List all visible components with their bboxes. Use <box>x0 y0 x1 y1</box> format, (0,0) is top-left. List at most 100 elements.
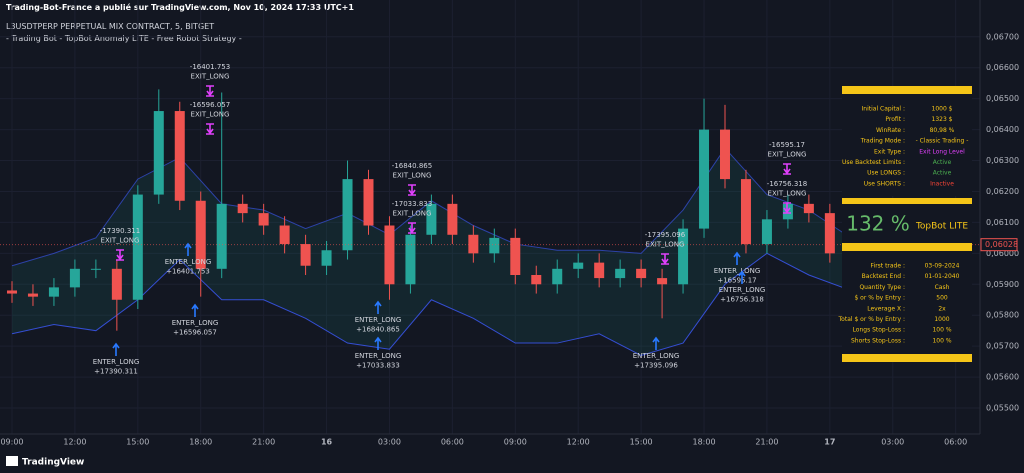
trade-label: EXIT_LONG <box>191 111 230 119</box>
y-tick-label: 0,05700 <box>986 342 1019 351</box>
candle-body <box>468 234 479 254</box>
candle-body <box>279 225 290 245</box>
trade-label: +16595.17 <box>717 277 756 285</box>
panel-label: First trade : <box>871 263 905 270</box>
trade-label: +17395.096 <box>634 362 678 370</box>
candle-body <box>6 290 17 294</box>
panel-label: Profit : <box>885 116 905 123</box>
panel-bar <box>842 198 972 204</box>
entry-arrow <box>191 303 199 317</box>
panel-label: Use LONGS : <box>867 170 905 177</box>
trade-label: -17395.096 <box>645 231 686 239</box>
candle-body <box>740 179 751 245</box>
result-bg <box>842 204 972 243</box>
x-tick-label: 03:00 <box>378 438 401 447</box>
x-tick-label: 15:00 <box>630 438 653 447</box>
x-tick-label: 15:00 <box>126 438 149 447</box>
panel-label: Backtest End : <box>862 273 905 280</box>
y-tick-label: 0,05600 <box>986 373 1019 382</box>
panel-bg <box>842 94 972 196</box>
candle-body <box>699 129 710 229</box>
candle-body <box>510 237 521 276</box>
candle-body <box>803 203 814 214</box>
panel-value: 03-09-2024 <box>925 263 960 270</box>
candle-body <box>489 237 500 254</box>
y-tick-label: 0,06200 <box>986 187 1019 196</box>
exit-arrow <box>206 85 214 97</box>
candle-body <box>573 262 584 269</box>
candle-body <box>657 278 668 285</box>
panel-value: Active <box>933 159 952 166</box>
candle-body <box>111 268 122 300</box>
panel-value: 2x <box>938 305 946 312</box>
candle-body <box>258 213 269 226</box>
candle-body <box>48 287 59 297</box>
logo: TradingView <box>22 458 84 468</box>
panel-bar <box>842 86 972 94</box>
y-tick-label: 0,06400 <box>986 125 1019 134</box>
x-tick-label: 21:00 <box>755 438 778 447</box>
candle-body <box>132 194 143 300</box>
exit-arrow <box>408 222 416 234</box>
candle-body <box>27 293 38 297</box>
panel-label: Quantity Type : <box>859 284 905 291</box>
y-tick-label: 0,05800 <box>986 311 1019 320</box>
candle-body <box>615 268 626 279</box>
trade-label: ENTER_LONG <box>355 316 402 324</box>
trade-label: ENTER_LONG <box>172 319 219 327</box>
trade-label: -17033.833 <box>392 200 432 208</box>
trade-label: ENTER_LONG <box>633 352 680 360</box>
trade-label: +16596.057 <box>173 329 217 337</box>
panel-label: Initial Capital : <box>862 106 905 113</box>
panel-value: Exit Long Level <box>919 148 965 155</box>
entry-arrow <box>184 242 192 256</box>
x-tick-label: 06:00 <box>441 438 464 447</box>
trade-label: ENTER_LONG <box>719 286 766 294</box>
published-line: Trading-Bot-France a publié sur TradingV… <box>6 3 354 12</box>
entry-arrow <box>738 270 746 284</box>
y-tick-label: 0,05500 <box>986 404 1019 413</box>
y-tick-label: 0,06500 <box>986 94 1019 103</box>
panel-value: 01-01-2040 <box>925 273 960 280</box>
trade-label: EXIT_LONG <box>393 172 432 180</box>
panel-label: Exit Type : <box>874 148 905 155</box>
trade-label: +16401.753 <box>166 268 210 276</box>
candle-body <box>552 268 563 285</box>
candle-body <box>426 203 437 235</box>
panel-value: 100 % <box>932 337 951 344</box>
panel-label: Use Backtest Limits : <box>842 159 905 166</box>
candle-body <box>594 262 605 279</box>
last-price-box <box>980 238 1018 252</box>
y-tick-label: 0,06000 <box>986 249 1019 258</box>
panel-value: 100 % <box>932 327 951 334</box>
symbol-line: L3USDTPERP PERPETUAL MIX CONTRACT, 5, BI… <box>6 22 215 31</box>
panel-value: 500 <box>936 295 948 302</box>
panel-value: 80,98 % <box>930 127 955 134</box>
candle-body <box>678 228 689 285</box>
candle-body <box>824 213 835 254</box>
trade-label: ENTER_LONG <box>93 358 140 366</box>
candle-body <box>531 275 542 285</box>
trade-label: -16401.753 <box>190 63 230 71</box>
exit-arrow <box>408 184 416 196</box>
band-fill <box>11 148 851 356</box>
panel-bar <box>842 354 972 362</box>
panel-value: Cash <box>935 284 950 291</box>
panel-label: Trading Mode : <box>860 138 905 145</box>
trade-label: EXIT_LONG <box>393 210 432 218</box>
candle-body <box>69 268 80 288</box>
candle-body <box>405 234 416 285</box>
x-tick-label: 18:00 <box>189 438 212 447</box>
lower-band <box>11 252 851 356</box>
x-tick-label: 12:00 <box>63 438 86 447</box>
trade-label: ENTER_LONG <box>714 267 761 275</box>
y-tick-label: 0,06600 <box>986 63 1019 72</box>
entry-arrow <box>733 251 741 265</box>
candle-body <box>363 179 374 226</box>
candle-body <box>153 111 164 195</box>
candle-body <box>636 268 647 279</box>
entry-arrow <box>112 342 120 356</box>
logo-icon <box>6 456 18 466</box>
